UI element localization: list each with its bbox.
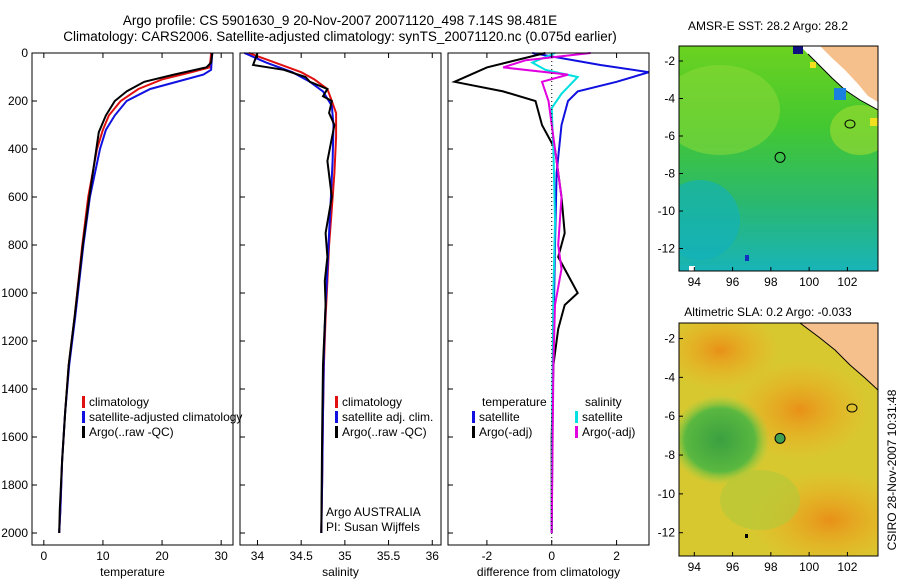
map-x-tick-label: 102 [837,275,857,289]
series-line-0-0 [58,52,213,534]
temperature-panel: 0 10 20 30 temperature 0 200 400 600 800 1000 1200 1… [1,46,242,579]
sla-map: Altimetric SLA: 0.2 Argo: -0.033 94 96 98 1… [658,305,879,574]
legend-entry: satellite [582,410,623,424]
legend-entry: Argo(..raw -QC) [342,425,427,439]
figure-title-line2: Climatology: CARS2006. Satellite-adjuste… [63,29,617,44]
map-y-tick-label: -6 [664,409,675,423]
argo-location-marker [774,151,786,163]
map-x-tick-label: 94 [688,560,702,574]
map-y-tick-label: -12 [658,526,676,540]
map-y-tick-label: -12 [658,242,676,256]
series-line-2-2 [530,52,580,534]
y-tick-label: 1000 [1,286,28,300]
argo-location-marker [774,432,786,444]
map-x-tick-label: 96 [726,275,740,289]
series-line-2-1 [451,52,579,533]
difference-panel: -2 0 2 difference from climatology temperatu… [447,52,650,579]
legend-entry: salinity [585,395,622,409]
sst-map-title: AMSR-E SST: 28.2 Argo: 28.2 [688,19,848,33]
map-y-tick-label: -10 [658,204,676,218]
map-y-tick-label: -2 [664,54,675,68]
legend-entry: temperature [482,395,547,409]
annotation-text: PI: Susan Wijffels [326,520,420,534]
x-tick-label: 35.5 [377,549,401,563]
x-axis-label: difference from climatology [477,565,620,579]
legend-entry: Argo(-adj) [479,425,532,439]
y-tick-label: 800 [8,238,28,252]
legend-entry: Argo(-adj) [582,425,635,439]
plot-frame [31,52,234,546]
y-tick-label: 1200 [1,334,28,348]
y-tick-label: 2000 [1,526,28,540]
map-x-tick-label: 98 [764,560,778,574]
map-x-tick-label: 94 [688,275,702,289]
x-tick-label: 34.5 [289,549,313,563]
y-tick-label: 1600 [1,430,28,444]
x-tick-label: 30 [214,549,228,563]
x-tick-label: 34 [251,549,265,563]
map-y-tick-label: -10 [658,487,676,501]
y-tick-label: 400 [8,142,28,156]
series-line-1-2 [251,52,336,534]
y-tick-label: 200 [8,94,28,108]
x-tick-label: 36 [426,549,440,563]
map-y-tick-label: -8 [664,448,675,462]
x-tick-label: 0 [40,549,47,563]
x-tick-label: -2 [482,549,493,563]
legend-entry: climatology [342,395,402,409]
legend-entry: satellite [479,410,520,424]
series-line-2-0 [532,52,650,534]
sst-map: AMSR-E SST: 28.2 Argo: 28.2 94 96 98 100 102… [658,19,879,289]
plot-frame [447,52,650,546]
series-line-2-3 [502,52,591,534]
x-tick-label: 35 [338,549,352,563]
legend-entry: climatology [89,395,149,409]
map-x-tick-label: 96 [726,560,740,574]
series-line-1-1 [243,52,335,534]
timestamp-label: CSIRO 28-Nov-2007 10:31:48 [885,389,899,550]
legend-entry: satellite-adjusted climatology [89,410,242,424]
legend-entry: satellite adj. clim. [342,410,433,424]
x-axis-label: temperature [100,565,165,579]
y-tick-label: 600 [8,190,28,204]
x-tick-label: 20 [155,549,169,563]
map-x-tick-label: 100 [799,560,819,574]
plot-frame [239,52,442,546]
map-x-tick-label: 102 [837,560,857,574]
y-tick-label: 1800 [1,478,28,492]
map-x-tick-label: 100 [799,275,819,289]
x-tick-label: 0 [548,549,555,563]
y-tick-label: 1400 [1,382,28,396]
series-line-0-1 [58,52,214,534]
map-y-tick-label: -4 [664,92,675,106]
map-y-tick-label: -8 [664,167,675,181]
series-line-0-2 [58,52,214,534]
annotation-text: Argo AUSTRALIA [326,505,421,519]
x-tick-label: 10 [96,549,110,563]
map-y-tick-label: -4 [664,370,675,384]
y-tick-label: 0 [21,46,28,60]
sla-map-title: Altimetric SLA: 0.2 Argo: -0.033 [684,305,852,319]
legend-entry: Argo(..raw -QC) [89,425,174,439]
map-y-tick-label: -6 [664,129,675,143]
map-x-tick-label: 98 [764,275,778,289]
map-y-tick-label: -2 [664,332,675,346]
salinity-panel: 34 34.5 35 35.5 36 salinity climatologysatelli… [239,52,442,579]
x-axis-label: salinity [322,565,359,579]
x-tick-label: 2 [613,549,620,563]
figure-title-line1: Argo profile: CS 5901630_9 20-Nov-2007 2… [122,13,558,28]
